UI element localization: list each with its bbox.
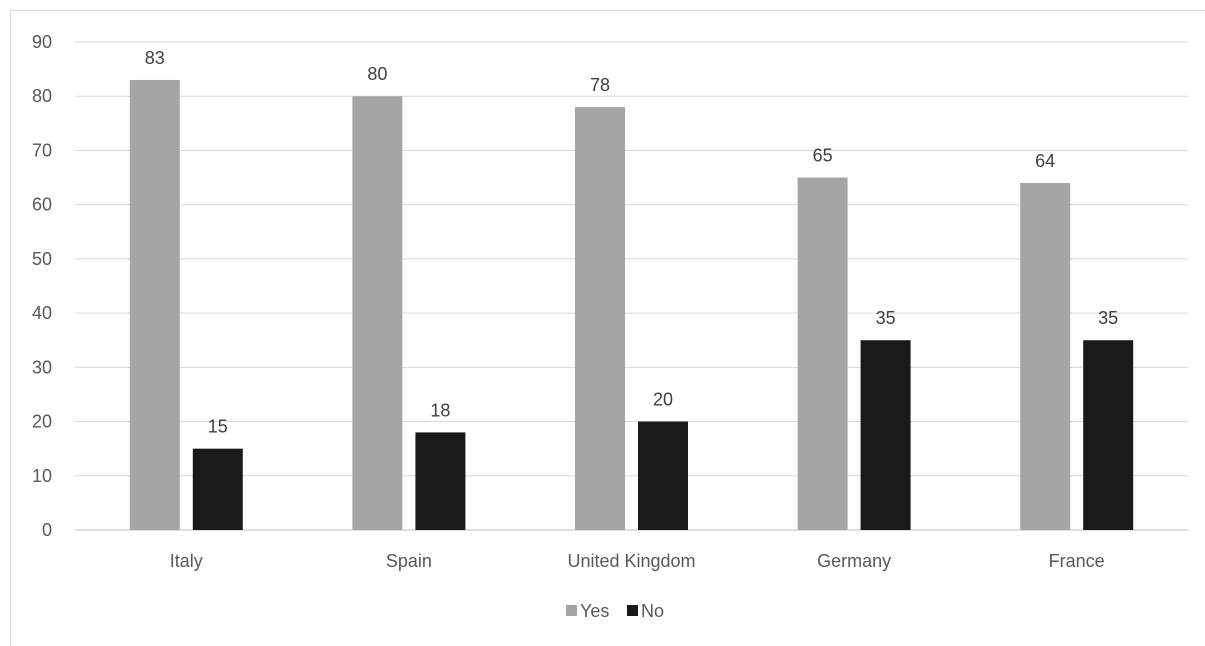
bar-yes-united-kingdom	[575, 107, 625, 531]
data-label: 64	[1035, 151, 1055, 171]
data-label: 83	[145, 48, 165, 68]
gridlines	[75, 41, 1188, 531]
y-axis-tick-labels: 0 10 20 30 40 50 60 70 80 90	[32, 32, 52, 540]
x-tick-label: Germany	[817, 551, 891, 571]
bar-no-united-kingdom	[638, 421, 688, 530]
bar-no-france	[1083, 340, 1134, 530]
bar-yes-italy	[129, 79, 180, 530]
data-label: 65	[813, 146, 833, 166]
data-label: 15	[208, 417, 228, 437]
y-tick-label: 10	[32, 466, 52, 486]
x-tick-label: United Kingdom	[567, 551, 695, 571]
legend: Yes No	[566, 601, 664, 621]
y-tick-label: 0	[42, 520, 52, 540]
bar-no-spain	[415, 432, 466, 530]
data-label: 78	[590, 75, 610, 95]
data-labels: 83 15 80 18 78 20 65 35 64 35	[145, 48, 1118, 437]
legend-swatch-yes	[566, 605, 577, 616]
x-tick-label: Spain	[386, 551, 432, 571]
legend-swatch-no	[627, 605, 638, 616]
x-tick-label: Italy	[170, 551, 203, 571]
y-tick-label: 90	[32, 32, 52, 52]
y-tick-label: 70	[32, 140, 52, 160]
bar-yes-spain	[352, 96, 403, 530]
legend-label-no: No	[641, 601, 664, 621]
bar-no-italy	[192, 448, 243, 530]
legend-label-yes: Yes	[580, 601, 609, 621]
bar-yes-germany	[797, 177, 848, 531]
y-tick-label: 50	[32, 249, 52, 269]
data-label: 80	[367, 64, 387, 84]
data-label: 18	[430, 400, 450, 420]
y-tick-label: 40	[32, 303, 52, 323]
y-tick-label: 80	[32, 86, 52, 106]
chart-frame	[10, 10, 1205, 646]
data-label: 35	[1098, 308, 1118, 328]
bar-yes-france	[1020, 182, 1071, 530]
y-tick-label: 30	[32, 357, 52, 377]
x-tick-label: France	[1049, 551, 1105, 571]
data-label: 20	[653, 390, 673, 410]
y-tick-label: 60	[32, 195, 52, 215]
data-label: 35	[876, 308, 896, 328]
bars	[129, 79, 1134, 531]
x-axis-tick-labels: Italy Spain United Kingdom Germany France	[170, 551, 1105, 571]
y-tick-label: 20	[32, 412, 52, 432]
bar-no-germany	[860, 340, 911, 530]
